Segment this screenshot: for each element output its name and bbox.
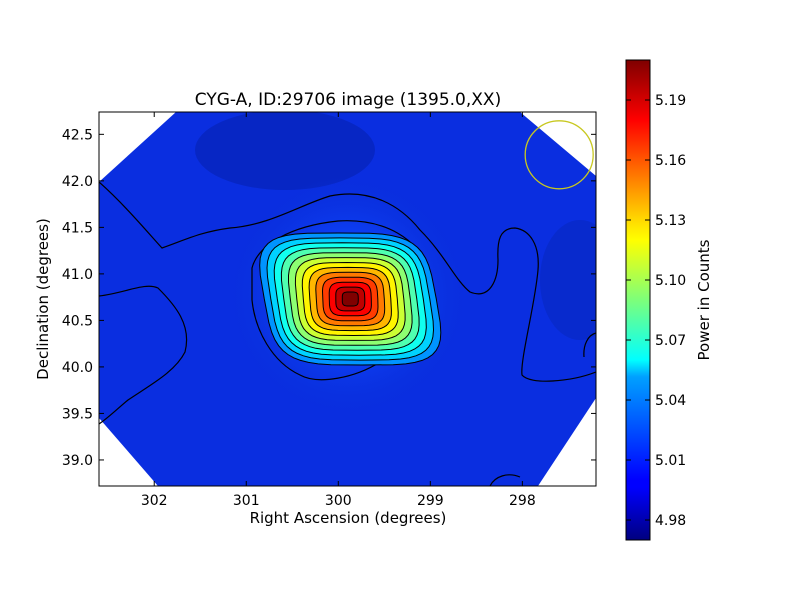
low-contour-right	[583, 332, 596, 358]
colorbar-label: Power in Counts	[695, 239, 713, 360]
dark-region-right	[540, 220, 596, 340]
chart-title: CYG-A, ID:29706 image (1395.0,XX)	[195, 90, 501, 110]
x-tick-label: 301	[233, 493, 260, 509]
colorbar-ticks: 4.98 5.01 5.04 5.07 5.10 5.13 5.16 5.19	[626, 93, 686, 529]
colorbar-tick-label: 5.10	[655, 273, 686, 289]
colorbar-tick-label: 5.19	[655, 93, 686, 109]
x-axis: 302 301 300 299 298	[141, 112, 536, 509]
colorbar-tick-label: 5.04	[655, 393, 686, 409]
y-axis-label: Declination (degrees)	[34, 218, 52, 380]
x-tick-label: 299	[417, 493, 444, 509]
y-tick-label: 41.0	[62, 267, 93, 283]
colorbar-tick-label: 5.16	[655, 153, 686, 169]
y-tick-label: 39.0	[62, 453, 93, 469]
low-contour-bottom	[489, 474, 521, 486]
y-tick-label: 42.0	[62, 174, 93, 190]
beam-circle	[524, 120, 594, 190]
x-tick-label: 298	[509, 493, 536, 509]
colorbar-tick-label: 5.01	[655, 453, 686, 469]
colorbar-tick-label: 5.13	[655, 213, 686, 229]
x-axis-label: Right Ascension (degrees)	[250, 509, 447, 527]
y-tick-label: 39.5	[62, 406, 93, 422]
contour-band	[341, 291, 359, 307]
y-tick-label: 42.5	[62, 127, 93, 143]
low-contour-left	[99, 285, 188, 425]
plot-area	[99, 112, 596, 486]
dark-region-top	[195, 112, 375, 190]
y-tick-label: 41.5	[62, 220, 93, 236]
colorbar-tick-label: 5.07	[655, 333, 686, 349]
colorbar-tick-label: 4.98	[655, 513, 686, 529]
y-axis: 39.0 39.5 40.0 40.5 41.0 41.5 42.0 42.5	[62, 127, 596, 469]
y-tick-label: 40.5	[62, 313, 93, 329]
x-tick-label: 302	[141, 493, 168, 509]
x-tick-label: 300	[325, 493, 352, 509]
colorbar	[625, 59, 651, 541]
contour-lines	[259, 232, 442, 366]
y-tick-label: 40.0	[62, 360, 93, 376]
low-contour-main	[99, 181, 596, 382]
plot-frame	[98, 111, 597, 487]
